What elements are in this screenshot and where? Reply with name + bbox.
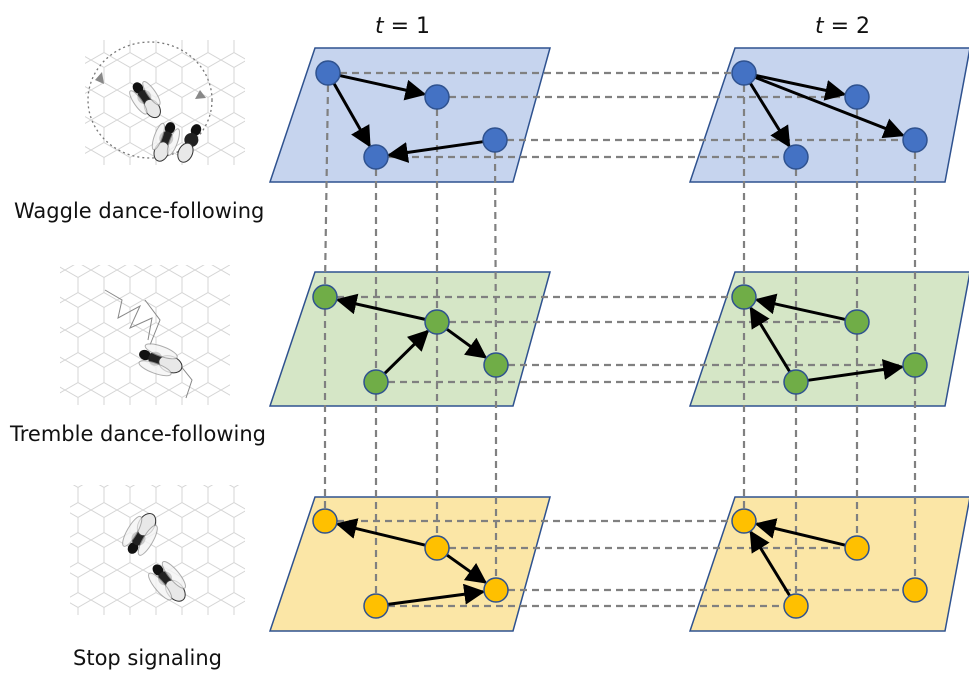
layer-plane (268, 496, 551, 632)
network-node (731, 284, 757, 310)
stop-signal-bees-icon (70, 485, 245, 615)
directed-edge (383, 329, 430, 375)
directed-edge (335, 293, 426, 321)
directed-edge (445, 553, 488, 584)
layer-label-waggle: Waggle dance-following (14, 199, 264, 223)
network-node (424, 535, 450, 561)
layer-label-tremble: Tremble dance-following (9, 422, 266, 446)
network-node (483, 577, 509, 603)
network-node (315, 60, 341, 86)
network-node (731, 508, 757, 534)
layer-coupling-line (493, 151, 498, 354)
layer-plane (688, 271, 969, 407)
network-node (844, 309, 870, 335)
network-node (312, 508, 338, 534)
directed-edge (754, 75, 905, 139)
directed-edge (332, 82, 371, 148)
network-node (483, 352, 509, 378)
network-node (312, 284, 338, 310)
network-node (844, 84, 870, 110)
network-node (902, 577, 928, 603)
network-node (783, 593, 809, 619)
network-node (731, 60, 757, 86)
directed-edge (387, 583, 486, 606)
directed-edge (339, 74, 427, 101)
layer-plane (268, 47, 551, 183)
layer-coupling-line (323, 84, 330, 286)
directed-edge (386, 140, 484, 163)
network-node (844, 535, 870, 561)
directed-edge (335, 518, 426, 547)
directed-edge (755, 74, 847, 101)
time-step-label-1: t = 1 (375, 14, 430, 39)
time-step-label-2: t = 2 (815, 14, 870, 39)
network-node (363, 593, 389, 619)
layer-plane (688, 496, 969, 632)
waggle-dance-bee-icon (85, 40, 245, 165)
layer-label-stop: Stop signaling (73, 646, 222, 670)
tremble-dance-bee-icon (60, 265, 230, 405)
directed-edge (445, 327, 488, 359)
intra-layer-edges (332, 74, 905, 606)
directed-edge (749, 306, 792, 373)
network-node (482, 127, 508, 153)
layer-plane (688, 47, 969, 183)
network-node (424, 309, 450, 335)
network-node (783, 144, 809, 170)
network-node (363, 144, 389, 170)
network-node (902, 127, 928, 153)
layer-plane (268, 271, 551, 407)
coupling-lines (323, 71, 917, 608)
network-node (424, 84, 450, 110)
network-node (902, 352, 928, 378)
directed-edge (807, 359, 905, 382)
directed-edge (754, 293, 846, 321)
network-nodes (312, 60, 928, 619)
directed-edge (749, 530, 792, 597)
directed-edge (749, 82, 791, 148)
network-node (363, 369, 389, 395)
network-node (783, 369, 809, 395)
directed-edge (754, 518, 846, 547)
